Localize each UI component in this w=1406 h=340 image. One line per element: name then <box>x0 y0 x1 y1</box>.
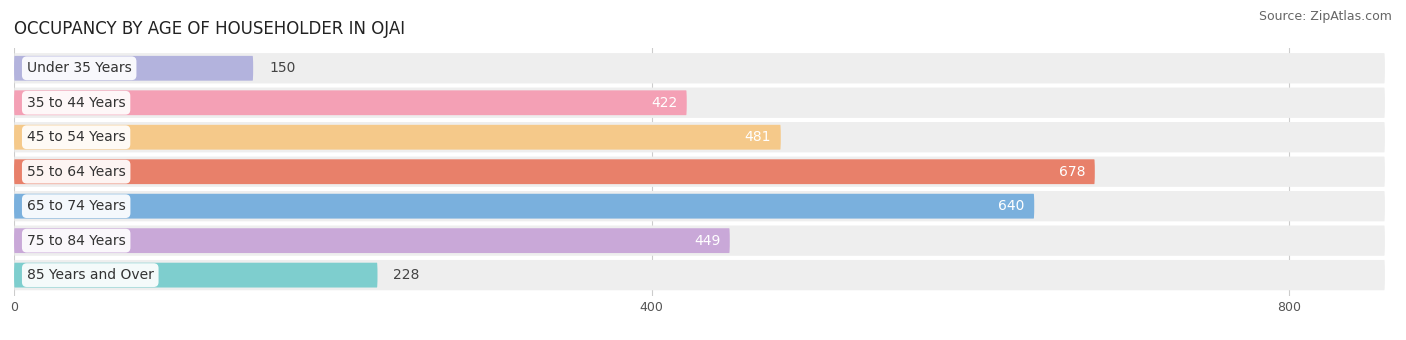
Text: 35 to 44 Years: 35 to 44 Years <box>27 96 125 110</box>
Text: 55 to 64 Years: 55 to 64 Years <box>27 165 125 179</box>
FancyBboxPatch shape <box>14 56 253 81</box>
Text: Under 35 Years: Under 35 Years <box>27 61 132 75</box>
FancyBboxPatch shape <box>14 122 1385 152</box>
Text: 65 to 74 Years: 65 to 74 Years <box>27 199 125 213</box>
FancyBboxPatch shape <box>14 53 1385 83</box>
Text: 75 to 84 Years: 75 to 84 Years <box>27 234 125 248</box>
FancyBboxPatch shape <box>14 159 1095 184</box>
FancyBboxPatch shape <box>14 260 1385 290</box>
Text: 45 to 54 Years: 45 to 54 Years <box>27 130 125 144</box>
FancyBboxPatch shape <box>14 194 1035 219</box>
Text: 85 Years and Over: 85 Years and Over <box>27 268 153 282</box>
FancyBboxPatch shape <box>14 90 686 115</box>
Text: 449: 449 <box>693 234 720 248</box>
FancyBboxPatch shape <box>14 88 1385 118</box>
Text: 228: 228 <box>394 268 420 282</box>
Text: 150: 150 <box>269 61 295 75</box>
Text: 422: 422 <box>651 96 678 110</box>
FancyBboxPatch shape <box>14 156 1385 187</box>
Text: 640: 640 <box>998 199 1025 213</box>
FancyBboxPatch shape <box>14 263 377 288</box>
FancyBboxPatch shape <box>14 125 780 150</box>
Text: OCCUPANCY BY AGE OF HOUSEHOLDER IN OJAI: OCCUPANCY BY AGE OF HOUSEHOLDER IN OJAI <box>14 20 405 38</box>
Text: 678: 678 <box>1059 165 1085 179</box>
Text: 481: 481 <box>745 130 772 144</box>
Text: Source: ZipAtlas.com: Source: ZipAtlas.com <box>1258 10 1392 23</box>
FancyBboxPatch shape <box>14 225 1385 256</box>
FancyBboxPatch shape <box>14 228 730 253</box>
FancyBboxPatch shape <box>14 191 1385 221</box>
